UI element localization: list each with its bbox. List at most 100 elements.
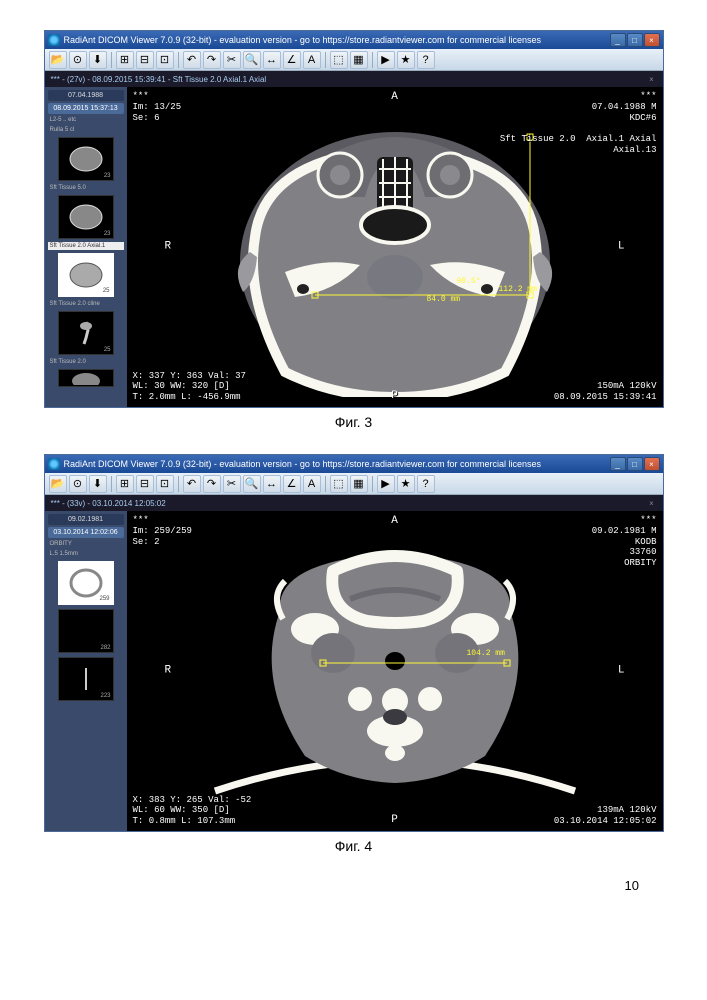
series-thumbnail-selected[interactable]: 259 — [58, 561, 114, 605]
close-button[interactable]: × — [644, 33, 660, 47]
close-button[interactable]: × — [644, 457, 660, 471]
toolbar-separator — [178, 52, 179, 68]
sidebar-date-header[interactable]: 09.02.1981 — [48, 514, 124, 525]
series-thumbnail[interactable]: 23 — [58, 137, 114, 181]
pan-tool-button[interactable]: ↔ — [263, 51, 281, 69]
maximize-button[interactable]: □ — [627, 33, 643, 47]
layout-1-button[interactable]: ⊞ — [116, 51, 134, 69]
ct-scan-image — [185, 521, 605, 821]
series-thumbnail[interactable]: 25 — [58, 311, 114, 355]
orientation-left: L — [618, 664, 625, 677]
series-label: Sft Tissue 2.0 — [48, 358, 124, 366]
cut-tool-button[interactable]: ✂ — [223, 475, 241, 493]
tab-close-icon[interactable]: × — [647, 498, 657, 508]
layout-2-button[interactable]: ⊟ — [136, 475, 154, 493]
figure-4: RadiAnt DICOM Viewer 7.0.9 (32-bit) - ev… — [40, 454, 667, 854]
minimize-button[interactable]: _ — [610, 457, 626, 471]
image-viewport[interactable]: *** Im: 13/25 Se: 6 *** 07.04.1988 M KDC… — [127, 87, 663, 407]
window-controls: _ □ × — [610, 457, 660, 471]
measurement-angle: 90.5° — [457, 277, 481, 286]
tab-bar[interactable]: *** - (27v) - 08.09.2015 15:39:41 - Sft … — [45, 71, 663, 87]
slice-count: 223 — [100, 693, 110, 699]
app-icon — [48, 458, 60, 470]
slice-count: 23 — [104, 173, 111, 179]
next-button[interactable]: ↷ — [203, 51, 221, 69]
sidebar-date-header[interactable]: 07.04.1988 — [48, 90, 124, 101]
annotate-tool-button[interactable]: A — [303, 51, 321, 69]
maximize-button[interactable]: □ — [627, 457, 643, 471]
sidebar-study-header[interactable]: 03.10.2014 12:02:06 — [48, 527, 124, 538]
download-button[interactable]: ⬇ — [89, 51, 107, 69]
overlay-top-right: *** 07.04.1988 M KDC#6 Sft Tissue 2.0 Ax… — [500, 91, 657, 156]
series-label: L.5 1.5mm — [48, 550, 124, 558]
toolbar-separator — [372, 476, 373, 492]
app-window: RadiAnt DICOM Viewer 7.0.9 (32-bit) - ev… — [44, 30, 664, 408]
sidebar-study-header[interactable]: 08.09.2015 15:37:13 — [48, 103, 124, 114]
image-viewport[interactable]: *** Im: 259/259 Se: 2 *** 09.02.1981 M K… — [127, 511, 663, 831]
download-button[interactable]: ⬇ — [89, 475, 107, 493]
open-folder-button[interactable]: 📂 — [49, 51, 67, 69]
overlay-bottom-left: X: 383 Y: 265 Val: -52 WL: 60 WW: 350 [D… — [133, 795, 252, 827]
angle-tool-button[interactable]: ∠ — [283, 475, 301, 493]
open-cd-button[interactable]: ⊙ — [69, 51, 87, 69]
pan-tool-button[interactable]: ↔ — [263, 475, 281, 493]
cut-tool-button[interactable]: ✂ — [223, 51, 241, 69]
window-title: RadiAnt DICOM Viewer 7.0.9 (32-bit) - ev… — [64, 459, 606, 469]
slice-count: 25 — [103, 288, 110, 294]
series-thumbnail[interactable] — [58, 369, 114, 387]
tab-label: *** - (33v) - 03.10.2014 12:05:02 — [51, 499, 647, 508]
orientation-left: L — [618, 240, 625, 253]
main-toolbar: 📂 ⊙ ⬇ ⊞ ⊟ ⊡ ↶ ↷ ✂ 🔍 ↔ ∠ A ⬚ ▦ ▶ ★ ? — [45, 49, 663, 71]
prev-button[interactable]: ↶ — [183, 475, 201, 493]
layout-2-button[interactable]: ⊟ — [136, 51, 154, 69]
help-button[interactable]: ? — [417, 475, 435, 493]
favorite-button[interactable]: ★ — [397, 51, 415, 69]
annotate-tool-button[interactable]: A — [303, 475, 321, 493]
angle-tool-button[interactable]: ∠ — [283, 51, 301, 69]
orientation-posterior: P — [391, 814, 398, 827]
overlay-bottom-right: 150mA 120kV 08.09.2015 15:39:41 — [554, 381, 657, 403]
minimize-button[interactable]: _ — [610, 33, 626, 47]
main-toolbar: 📂 ⊙ ⬇ ⊞ ⊟ ⊡ ↶ ↷ ✂ 🔍 ↔ ∠ A ⬚ ▦ ▶ ★ ? — [45, 473, 663, 495]
tab-close-icon[interactable]: × — [647, 74, 657, 84]
zoom-tool-button[interactable]: 🔍 — [243, 475, 261, 493]
slice-count: 23 — [104, 231, 111, 237]
window-titlebar[interactable]: RadiAnt DICOM Viewer 7.0.9 (32-bit) - ev… — [45, 31, 663, 49]
play-button[interactable]: ▶ — [377, 475, 395, 493]
series-thumbnail[interactable]: 223 — [58, 657, 114, 701]
toolbar-separator — [325, 476, 326, 492]
grid-button[interactable]: ▦ — [350, 475, 368, 493]
series-thumbnail[interactable]: 23 — [58, 195, 114, 239]
measurement-distance: 104.2 mm — [467, 649, 505, 658]
help-button[interactable]: ? — [417, 51, 435, 69]
favorite-button[interactable]: ★ — [397, 475, 415, 493]
measurement-distance: 112.2 mm — [499, 285, 537, 294]
zoom-tool-button[interactable]: 🔍 — [243, 51, 261, 69]
screenshot-button[interactable]: ⬚ — [330, 475, 348, 493]
next-button[interactable]: ↷ — [203, 475, 221, 493]
open-cd-button[interactable]: ⊙ — [69, 475, 87, 493]
tab-bar[interactable]: *** - (33v) - 03.10.2014 12:05:02 × — [45, 495, 663, 511]
window-titlebar[interactable]: RadiAnt DICOM Viewer 7.0.9 (32-bit) - ev… — [45, 455, 663, 473]
figure-caption: Фиг. 3 — [40, 414, 667, 430]
series-label: Sft Tissue 2.0 cline — [48, 300, 124, 308]
series-thumbnail-selected[interactable]: 25 — [58, 253, 114, 297]
layout-1-button[interactable]: ⊞ — [116, 475, 134, 493]
slice-count: 259 — [99, 596, 109, 602]
sidebar-series-label: L2-5 .. etc — [48, 116, 124, 124]
layout-3-button[interactable]: ⊡ — [156, 51, 174, 69]
series-label: Sft Tissue 5.0 — [48, 184, 124, 192]
layout-3-button[interactable]: ⊡ — [156, 475, 174, 493]
series-sidebar: 09.02.1981 03.10.2014 12:02:06 ORBITY L.… — [45, 511, 127, 831]
series-label: Rulla 5 cl — [48, 126, 124, 134]
content-area: 07.04.1988 08.09.2015 15:37:13 L2-5 .. e… — [45, 87, 663, 407]
open-folder-button[interactable]: 📂 — [49, 475, 67, 493]
prev-button[interactable]: ↶ — [183, 51, 201, 69]
orientation-right: R — [165, 664, 172, 677]
screenshot-button[interactable]: ⬚ — [330, 51, 348, 69]
measurement-distance: 84.0 mm — [427, 295, 461, 304]
grid-button[interactable]: ▦ — [350, 51, 368, 69]
play-button[interactable]: ▶ — [377, 51, 395, 69]
orientation-right: R — [165, 240, 172, 253]
series-thumbnail[interactable]: 282 — [58, 609, 114, 653]
